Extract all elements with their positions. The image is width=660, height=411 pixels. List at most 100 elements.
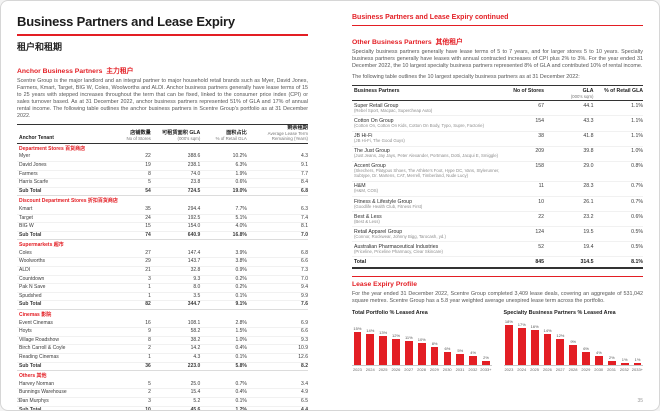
column-header-en: No of Stores xyxy=(126,135,151,141)
partner-name-cell: Retail Apparel Group (Connor, Rockwear, J… xyxy=(352,227,503,242)
page-subtitle-cn: 租户和租期 xyxy=(17,42,63,52)
bar-value-label: 1% xyxy=(634,356,641,362)
chart-bar-slot: 18% xyxy=(504,319,515,365)
table-header-row: Anchor Tenant 店铺数量 No of Stores 可租赁面积 GLA (0… xyxy=(17,124,308,144)
partner-brands: (Skechers, Platypus Shoes, The Athlete's… xyxy=(354,168,500,179)
axis-tick-label: 2023 xyxy=(352,367,362,373)
group-label-en: Discount Department Stores xyxy=(19,198,87,205)
value-cell: 6.3 xyxy=(301,205,308,212)
value-cell: 8.2 xyxy=(301,362,308,369)
chart-title: Specialty Business Partners % Leased Are… xyxy=(503,309,616,316)
row-label-cell: Sub Total xyxy=(19,301,42,308)
chart-bar xyxy=(404,340,413,365)
group-label-cell: Supermarkets 超市 xyxy=(17,240,308,250)
value-cell: 8.0 xyxy=(193,284,201,291)
group-label-cn: 百货商店 xyxy=(63,145,86,152)
partner-brands: (Rebel Sport, Macpac, Supercheap Auto) xyxy=(354,107,433,113)
bar-value-label: 14% xyxy=(543,327,552,333)
value-cell: 58.2 xyxy=(190,328,201,335)
bar-value-label: 2% xyxy=(483,354,489,360)
value-cell: 0.6% xyxy=(631,213,643,220)
row-label-cell: Pak N Save xyxy=(19,284,46,291)
value-cell: 82 xyxy=(145,301,151,308)
chart-bar-slot: 8% xyxy=(429,341,440,365)
bar-value-label: 10% xyxy=(417,336,426,342)
value-cell: 640.9 xyxy=(187,231,201,238)
table-row: Retail Apparel Group (Connor, Rockwear, J… xyxy=(352,227,643,242)
value-cell: 4.3 xyxy=(193,354,201,360)
value-cell: 24 xyxy=(145,214,151,221)
partner-brands: (JB Hi-Fi, The Good Guys) xyxy=(354,138,405,144)
chart-bar xyxy=(582,351,590,365)
value-cell: 209 xyxy=(535,148,545,155)
value-cell: 0.4% xyxy=(235,345,247,352)
value-cell: 22 xyxy=(538,213,545,220)
value-cell: 67 xyxy=(538,102,545,109)
partner-name-cell: Cotton On Group (Cotton On, Cotton On Kid… xyxy=(352,116,503,131)
table-header: Anchor Tenant 店铺数量 No of Stores 可租赁面积 GLA (0… xyxy=(17,124,308,144)
chart-bar xyxy=(595,355,603,365)
chart-bar-slot: 2% xyxy=(606,355,617,365)
value-cell: 108.1 xyxy=(187,319,201,326)
value-cell: 0.7% xyxy=(235,380,247,387)
table-row: Pak N Save 1 8.0 0.2% 9.4 xyxy=(17,284,308,293)
value-cell: 147.4 xyxy=(187,249,201,256)
value-cell: 154.0 xyxy=(187,223,201,230)
table-row: Reading Cinemas 1 4.3 0.1% 12.6 xyxy=(17,354,308,363)
table-row: Australian Pharmaceutical Industries (Pri… xyxy=(352,242,643,257)
value-cell: 15.4 xyxy=(190,389,201,396)
value-cell: 1.1% xyxy=(631,102,643,109)
table-row: Harvey Norman 5 25.0 0.7% 3.4 xyxy=(17,381,308,389)
axis-tick-label: 2030 xyxy=(442,367,452,373)
axis-tick-label: 2031 xyxy=(607,367,616,373)
chart-bar xyxy=(443,351,452,365)
table-row: Best & Less (Best & Less) 22 23.2 0.6% xyxy=(352,212,643,227)
value-cell: 8 xyxy=(148,336,151,343)
group-label-cell: Department Stores 百货商店 xyxy=(17,143,308,153)
table-row: Coles 27 147.4 3.9% 6.8 xyxy=(17,250,308,258)
bar-value-label: 1% xyxy=(621,356,628,362)
value-cell: 22 xyxy=(145,153,151,160)
chart-plot: 18% 17% 16% 14% 12% 9% 6% 4% 2% 1% 1% xyxy=(503,319,643,366)
chart-bar-slot: 14% xyxy=(542,328,553,365)
row-label-cell: Coles xyxy=(19,249,32,256)
value-cell: 1.5% xyxy=(235,328,247,335)
row-label-cell: Event Cinemas xyxy=(19,319,53,326)
column-header-en: (000's sqm) xyxy=(177,135,201,141)
chart-bar-slot: 13% xyxy=(378,330,389,365)
value-cell: 2.8% xyxy=(235,319,247,326)
partner-name-cell: The Just Group (Just Jeans, Jay Jays, Pet… xyxy=(352,146,503,161)
value-cell: 158 xyxy=(535,163,545,170)
row-label-cell: Farmers xyxy=(19,170,38,177)
table-row: Sub Total 10 45.6 1.2% 4.4 xyxy=(17,406,308,411)
chart-bar xyxy=(607,360,616,365)
chart-bar xyxy=(633,362,642,365)
column-header-en: Average Lease Term Remaining (Years) xyxy=(267,130,308,141)
value-cell: 25.0 xyxy=(190,380,201,387)
axis-tick-label: 2029 xyxy=(429,367,439,373)
row-label-cell: Sub Total xyxy=(19,406,42,411)
value-cell: 5 xyxy=(148,380,151,387)
table-row: Bunnings Warehouse 2 15.4 0.4% 4.9 xyxy=(17,389,308,398)
group-label-en: Supermarkets xyxy=(19,242,53,249)
value-cell: 1.0% xyxy=(235,336,247,343)
chart-bar-slot: 6% xyxy=(442,346,453,365)
chart-bar xyxy=(366,333,375,365)
chart-specialty-partners: Specialty Business Partners % Leased Are… xyxy=(503,309,643,373)
section-label-en: Other Business Partners xyxy=(352,39,432,46)
value-cell: 0.1% xyxy=(235,354,247,360)
value-cell: 43.3 xyxy=(583,117,594,124)
row-label-cell: Harris Scarfe xyxy=(19,179,49,186)
bar-value-label: 4% xyxy=(470,349,477,355)
column-header: 剩余租期 Average Lease Term Remaining (Years) xyxy=(247,125,308,144)
value-cell: 7.3 xyxy=(301,267,308,274)
value-cell: 7.6 xyxy=(301,301,308,308)
column-header-main: GLA xyxy=(582,87,594,94)
lease-expiry-charts: Total Portfolio % Leased Area 15% 14% 13% 12… xyxy=(352,309,643,373)
chart-bar-slot: 1% xyxy=(619,357,630,365)
table-row: Sub Total 82 344.7 9.1% 7.6 xyxy=(17,300,308,310)
value-cell: 0.9% xyxy=(235,267,247,274)
table-header: Business Partners No of Stores GLA (000's s… xyxy=(352,85,643,101)
bar-value-label: 11% xyxy=(405,334,413,340)
value-cell: 74.0 xyxy=(190,170,201,177)
